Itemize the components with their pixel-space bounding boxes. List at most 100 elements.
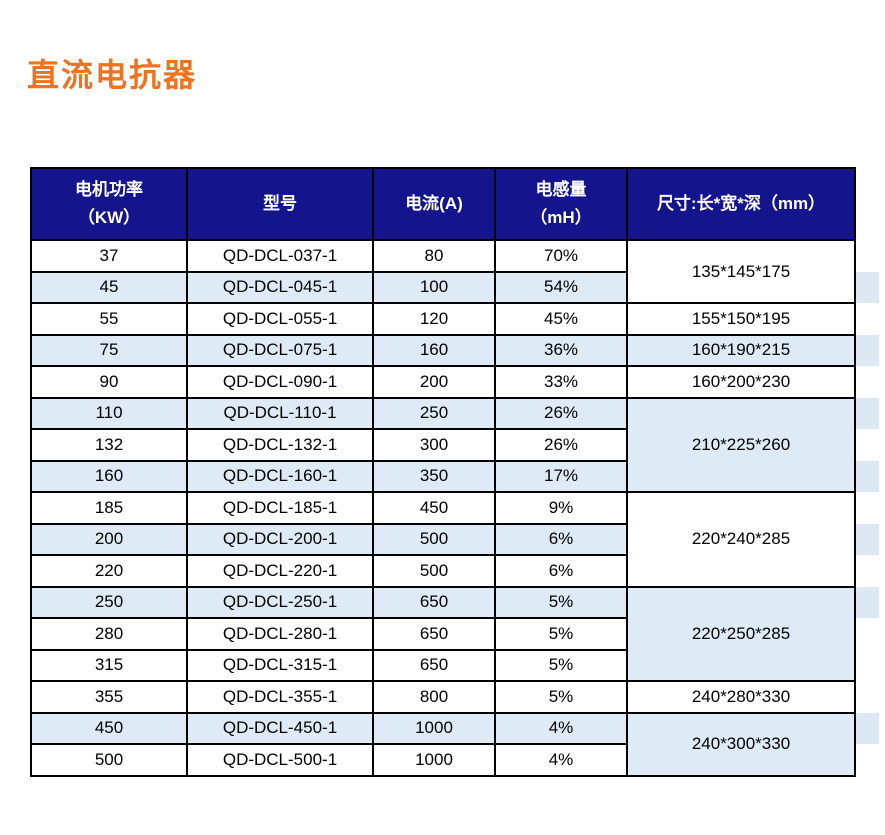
cell-current: 200 [373,366,495,398]
cell-inductance: 9% [495,492,627,524]
header-line: （mH） [500,204,622,232]
cell-inductance: 17% [495,461,627,493]
dc-reactor-table: 电机功率 （KW） 型号 电流(A) 电感量 （mH） 尺寸:长*宽*深（mm） [30,167,880,777]
cell-current: 80 [373,240,495,272]
cell-power: 75 [31,335,187,367]
cell-inductance: 5% [495,681,627,713]
cell-current: 250 [373,398,495,430]
cell-dimensions: 160*190*215 [627,335,855,367]
table-row: 185 QD-DCL-185-1 450 9% 220*240*285 [31,492,879,524]
cell-current: 1000 [373,713,495,745]
cell-power: 315 [31,650,187,682]
cell-dimensions: 210*225*260 [627,398,855,493]
header-line: 电感量 [500,176,622,204]
header-current: 电流(A) [373,168,495,240]
cell-dimensions: 160*200*230 [627,366,855,398]
cell-power: 90 [31,366,187,398]
cell-inductance: 70% [495,240,627,272]
cell-power: 450 [31,713,187,745]
cell-inductance: 5% [495,650,627,682]
spacer-cell [855,240,879,272]
spacer-cell [855,492,879,524]
cell-current: 120 [373,303,495,335]
cell-power: 160 [31,461,187,493]
spacer-cell [855,555,879,587]
cell-current: 500 [373,555,495,587]
cell-current: 800 [373,681,495,713]
spacer-cell [855,335,879,367]
cell-inductance: 5% [495,587,627,619]
cell-power: 37 [31,240,187,272]
spacer-cell [855,398,879,430]
cell-current: 450 [373,492,495,524]
cell-inductance: 36% [495,335,627,367]
spacer-cell [855,650,879,682]
cell-dimensions: 135*145*175 [627,240,855,303]
cell-inductance: 45% [495,303,627,335]
cell-current: 650 [373,618,495,650]
cell-power: 55 [31,303,187,335]
cell-model: QD-DCL-055-1 [187,303,373,335]
table-row: 37 QD-DCL-037-1 80 70% 135*145*175 [31,240,879,272]
header-line: 电机功率 [36,176,182,204]
cell-inductance: 26% [495,398,627,430]
header-inductance: 电感量 （mH） [495,168,627,240]
dc-reactor-table-wrap: 电机功率 （KW） 型号 电流(A) 电感量 （mH） 尺寸:长*宽*深（mm） [30,167,880,777]
cell-current: 1000 [373,744,495,776]
cell-power: 250 [31,587,187,619]
spacer-cell [855,744,879,776]
cell-current: 350 [373,461,495,493]
cell-model: QD-DCL-037-1 [187,240,373,272]
cell-model: QD-DCL-185-1 [187,492,373,524]
table-row: 110 QD-DCL-110-1 250 26% 210*225*260 [31,398,879,430]
table-row: 450 QD-DCL-450-1 1000 4% 240*300*330 [31,713,879,745]
cell-power: 185 [31,492,187,524]
header-model: 型号 [187,168,373,240]
header-dimensions: 尺寸:长*宽*深（mm） [627,168,855,240]
header-line: （KW） [36,204,182,232]
cell-model: QD-DCL-110-1 [187,398,373,430]
cell-dimensions: 220*240*285 [627,492,855,587]
cell-power: 355 [31,681,187,713]
cell-current: 500 [373,524,495,556]
cell-model: QD-DCL-250-1 [187,587,373,619]
cell-model: QD-DCL-132-1 [187,429,373,461]
header-line: 型号 [192,190,368,218]
table-row: 75 QD-DCL-075-1 160 36% 160*190*215 [31,335,879,367]
cell-power: 500 [31,744,187,776]
spacer-cell [855,429,879,461]
spacer-cell [855,618,879,650]
cell-model: QD-DCL-200-1 [187,524,373,556]
cell-power: 45 [31,272,187,304]
header-row: 电机功率 （KW） 型号 电流(A) 电感量 （mH） 尺寸:长*宽*深（mm） [31,168,879,240]
spacer-cell [855,681,879,713]
cell-model: QD-DCL-280-1 [187,618,373,650]
cell-dimensions: 155*150*195 [627,303,855,335]
table-row: 90 QD-DCL-090-1 200 33% 160*200*230 [31,366,879,398]
cell-model: QD-DCL-160-1 [187,461,373,493]
cell-current: 650 [373,587,495,619]
cell-power: 200 [31,524,187,556]
cell-inductance: 6% [495,555,627,587]
cell-inductance: 6% [495,524,627,556]
cell-power: 132 [31,429,187,461]
cell-inductance: 54% [495,272,627,304]
cell-current: 650 [373,650,495,682]
spacer-cell [855,461,879,493]
cell-model: QD-DCL-500-1 [187,744,373,776]
cell-inductance: 26% [495,429,627,461]
cell-model: QD-DCL-315-1 [187,650,373,682]
page-title: 直流电抗器 [27,50,197,96]
cell-model: QD-DCL-075-1 [187,335,373,367]
cell-power: 220 [31,555,187,587]
cell-power: 280 [31,618,187,650]
cell-current: 160 [373,335,495,367]
cell-inductance: 5% [495,618,627,650]
table-row: 250 QD-DCL-250-1 650 5% 220*250*285 [31,587,879,619]
header-motor-power: 电机功率 （KW） [31,168,187,240]
cell-model: QD-DCL-045-1 [187,272,373,304]
table-row: 355 QD-DCL-355-1 800 5% 240*280*330 [31,681,879,713]
cell-model: QD-DCL-450-1 [187,713,373,745]
cell-inductance: 33% [495,366,627,398]
table-row: 55 QD-DCL-055-1 120 45% 155*150*195 [31,303,879,335]
